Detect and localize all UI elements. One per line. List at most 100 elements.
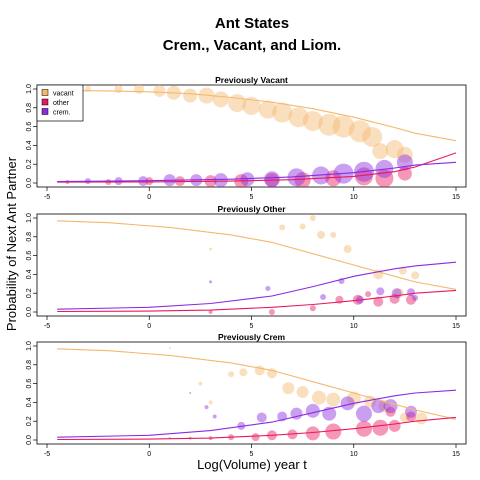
point-other (208, 310, 213, 314)
legend-label: vacant (53, 91, 74, 98)
point-vacant (272, 102, 293, 123)
y-tick-label: 1.0 (26, 84, 33, 94)
point-crem (256, 412, 267, 423)
point-other (373, 296, 384, 307)
point-other (355, 420, 372, 437)
x-tick-label: 10 (350, 194, 358, 201)
panel-title: Previously Other (217, 204, 286, 214)
point-crem (355, 405, 372, 422)
point-vacant (372, 143, 389, 160)
curve-crem (57, 389, 457, 438)
point-crem (212, 414, 217, 419)
curve-other (57, 152, 457, 183)
y-tick-label: 0.6 (26, 251, 33, 261)
point-other (309, 305, 316, 312)
curve-vacant (57, 220, 457, 290)
curve-crem (57, 261, 457, 310)
point-crem (213, 173, 228, 187)
x-tick-label: 5 (250, 451, 254, 458)
legend-swatch (41, 108, 49, 115)
point-vacant (385, 140, 404, 159)
point-vacant (317, 230, 326, 239)
x-tick-label: 10 (350, 323, 358, 330)
curve-other (57, 289, 457, 313)
point-vacant (378, 400, 391, 413)
x-tick-label: 5 (250, 194, 254, 201)
point-vacant (134, 85, 145, 94)
point-vacant (411, 271, 420, 280)
panel-2: Previously Other -5 0 5 10 15 0.0 0.2 0.4 0.6 0.8 1… (26, 204, 467, 330)
point-vacant (311, 390, 326, 405)
y-tick-label: 0.0 (26, 307, 33, 317)
x-axis-title: Log(Volume) year t (197, 457, 307, 472)
y-tick-label: 0.4 (26, 269, 33, 279)
point-vacant (318, 113, 341, 136)
point-other (385, 406, 396, 417)
plot-area (57, 346, 457, 442)
legend-swatch (41, 98, 49, 106)
y-tick-label: 0.6 (26, 379, 33, 389)
point-vacant (299, 223, 306, 230)
point-crem (305, 403, 320, 418)
point-other (406, 294, 417, 305)
point-vacant (153, 85, 166, 97)
x-tick-label: 0 (147, 451, 151, 458)
x-tick-label: -5 (44, 194, 50, 201)
point-other (251, 433, 260, 442)
y-tick-label: 0.4 (26, 140, 33, 150)
point-crem (340, 396, 355, 411)
plot-frame (36, 213, 467, 317)
y-tick-label: 0.8 (26, 103, 33, 113)
y-tick-label: 0.6 (26, 122, 33, 132)
plot-area (57, 215, 457, 315)
y-tick-label: 0.0 (26, 435, 33, 445)
y-tick-label: 1.0 (26, 341, 33, 351)
point-vacant (302, 110, 323, 131)
point-vacant (332, 115, 355, 138)
y-tick-label: 1.0 (26, 213, 33, 223)
plot-area (57, 85, 457, 187)
panel-title: Previously Crem (218, 332, 286, 342)
point-other (268, 309, 275, 315)
point-vacant (212, 91, 229, 108)
x-tick-label: 0 (147, 323, 151, 330)
y-axis-title: Probability of Next Ant Partner (4, 156, 19, 331)
x-tick-label: 0 (147, 194, 151, 201)
x-tick-label: -5 (44, 451, 50, 458)
curve-vacant (57, 348, 457, 420)
point-vacant (242, 96, 261, 115)
y-tick-label: 0.0 (26, 178, 33, 188)
point-crem (240, 172, 255, 187)
y-tick-label: 0.2 (26, 159, 33, 169)
point-other (365, 291, 372, 298)
x-tick-label: 10 (350, 451, 358, 458)
x-tick-label: -5 (44, 323, 50, 330)
point-crem (412, 294, 419, 301)
point-vacant (296, 386, 309, 399)
point-vacant (362, 126, 383, 147)
panel-3: Previously Crem -5 0 5 10 15 0.0 0.2 0.4 0.6 0.8 1.… (26, 332, 467, 458)
legend-label: other (53, 100, 70, 107)
plot-frame (36, 341, 467, 445)
point-crem (407, 288, 416, 297)
panel-1: Previously Vacant -5 0 5 10 15 0.0 0.2 0.4 0.6 0.8… (26, 75, 467, 201)
point-vacant (198, 381, 203, 386)
point-vacant (415, 412, 428, 425)
point-crem (204, 405, 209, 410)
point-vacant (396, 146, 413, 163)
chart-title-line-1: Ant States (215, 15, 289, 32)
point-vacant (209, 247, 213, 251)
y-tick-label: 0.4 (26, 397, 33, 407)
point-other (325, 423, 342, 440)
point-crem (263, 171, 280, 187)
point-vacant (326, 392, 341, 407)
y-tick-label: 0.2 (26, 288, 33, 298)
point-vacant (309, 215, 316, 221)
point-crem (405, 405, 418, 418)
x-tick-label: 15 (452, 451, 460, 458)
x-tick-label: 15 (452, 194, 460, 201)
curve-vacant (57, 89, 457, 142)
legend-swatch (41, 89, 49, 96)
point-vacant (168, 346, 171, 349)
